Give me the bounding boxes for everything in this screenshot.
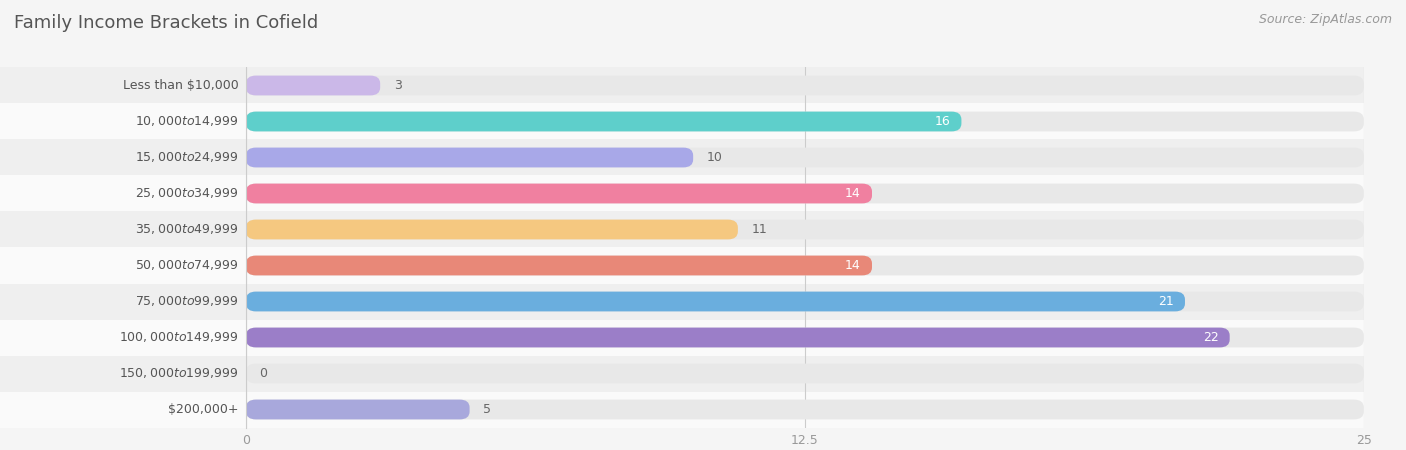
Text: $100,000 to $149,999: $100,000 to $149,999: [120, 330, 239, 345]
Text: 11: 11: [751, 223, 768, 236]
Text: $75,000 to $99,999: $75,000 to $99,999: [135, 294, 239, 309]
FancyBboxPatch shape: [246, 148, 1364, 167]
FancyBboxPatch shape: [0, 212, 246, 248]
FancyBboxPatch shape: [246, 112, 1364, 131]
FancyBboxPatch shape: [246, 328, 1230, 347]
FancyBboxPatch shape: [246, 400, 470, 419]
FancyBboxPatch shape: [246, 392, 1364, 428]
FancyBboxPatch shape: [0, 320, 246, 356]
FancyBboxPatch shape: [0, 140, 246, 176]
Text: $200,000+: $200,000+: [169, 403, 239, 416]
FancyBboxPatch shape: [246, 212, 1364, 248]
FancyBboxPatch shape: [246, 76, 380, 95]
FancyBboxPatch shape: [246, 356, 1364, 392]
FancyBboxPatch shape: [246, 148, 693, 167]
FancyBboxPatch shape: [246, 68, 1364, 104]
Text: 16: 16: [935, 115, 950, 128]
FancyBboxPatch shape: [246, 400, 1364, 419]
FancyBboxPatch shape: [246, 104, 1364, 140]
Text: $150,000 to $199,999: $150,000 to $199,999: [120, 366, 239, 381]
Text: Family Income Brackets in Cofield: Family Income Brackets in Cofield: [14, 14, 318, 32]
FancyBboxPatch shape: [246, 184, 872, 203]
Text: 21: 21: [1159, 295, 1174, 308]
Text: $35,000 to $49,999: $35,000 to $49,999: [135, 222, 239, 237]
FancyBboxPatch shape: [0, 104, 246, 140]
FancyBboxPatch shape: [246, 220, 738, 239]
Text: Less than $10,000: Less than $10,000: [122, 79, 239, 92]
FancyBboxPatch shape: [246, 320, 1364, 356]
Text: $50,000 to $74,999: $50,000 to $74,999: [135, 258, 239, 273]
Text: 10: 10: [707, 151, 723, 164]
FancyBboxPatch shape: [0, 248, 246, 284]
FancyBboxPatch shape: [0, 356, 246, 392]
FancyBboxPatch shape: [246, 328, 1364, 347]
Text: 14: 14: [845, 187, 860, 200]
FancyBboxPatch shape: [246, 112, 962, 131]
Text: Source: ZipAtlas.com: Source: ZipAtlas.com: [1258, 14, 1392, 27]
FancyBboxPatch shape: [0, 176, 246, 211]
FancyBboxPatch shape: [0, 392, 246, 428]
Text: 22: 22: [1202, 331, 1219, 344]
FancyBboxPatch shape: [246, 364, 1364, 383]
Text: $15,000 to $24,999: $15,000 to $24,999: [135, 150, 239, 165]
FancyBboxPatch shape: [246, 248, 1364, 284]
FancyBboxPatch shape: [246, 176, 1364, 211]
FancyBboxPatch shape: [246, 76, 1364, 95]
FancyBboxPatch shape: [246, 284, 1364, 320]
FancyBboxPatch shape: [0, 284, 246, 320]
Text: 14: 14: [845, 259, 860, 272]
FancyBboxPatch shape: [246, 256, 872, 275]
FancyBboxPatch shape: [246, 184, 1364, 203]
Text: $10,000 to $14,999: $10,000 to $14,999: [135, 114, 239, 129]
FancyBboxPatch shape: [0, 68, 246, 104]
Text: $25,000 to $34,999: $25,000 to $34,999: [135, 186, 239, 201]
FancyBboxPatch shape: [246, 292, 1185, 311]
Text: 3: 3: [394, 79, 402, 92]
FancyBboxPatch shape: [246, 140, 1364, 176]
FancyBboxPatch shape: [246, 220, 1364, 239]
Text: 0: 0: [260, 367, 267, 380]
FancyBboxPatch shape: [246, 256, 1364, 275]
FancyBboxPatch shape: [246, 292, 1364, 311]
Text: 5: 5: [484, 403, 491, 416]
